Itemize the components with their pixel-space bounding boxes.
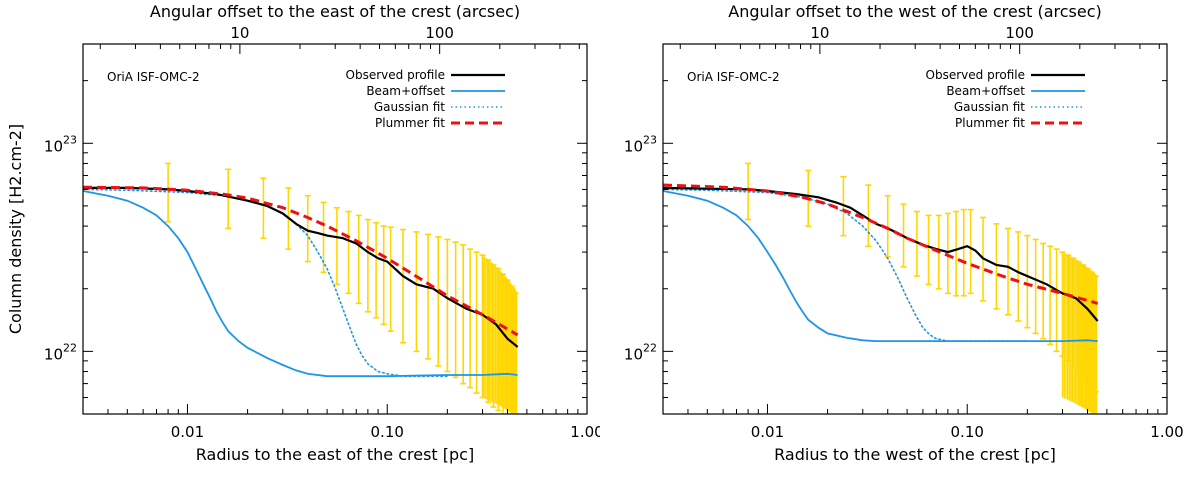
x-tick-label: 1.00 [570, 423, 600, 441]
series-beam-line [83, 190, 518, 378]
y-tick-exponent: 23 [643, 133, 657, 146]
legend-label: Beam+offset [366, 84, 445, 98]
top-tick-label: 100 [425, 24, 454, 42]
series-observed-line [663, 186, 1099, 322]
legend-label: Plummer fit [955, 116, 1025, 130]
x-axis-title: Radius to the west of the crest [pc] [774, 445, 1056, 464]
series-plummer-line [663, 183, 1099, 305]
x-tick-label: 0.10 [951, 423, 984, 441]
series-observed-line [83, 186, 519, 348]
y-tick-label: 1023 [624, 133, 657, 155]
x-tick-label: 0.01 [171, 423, 204, 441]
y-tick-label: 1022 [624, 341, 657, 363]
legend-label: Observed profile [926, 68, 1025, 82]
y-tick-base: 10 [44, 137, 63, 155]
series-gaussian-line [83, 188, 449, 377]
y-tick-label: 1022 [44, 341, 77, 363]
top-tick-label: 10 [810, 24, 829, 42]
y-tick-base: 10 [44, 345, 63, 363]
top-tick-label: 10 [230, 24, 249, 42]
error-bars [165, 162, 519, 414]
x-tick-label: 1.00 [1150, 423, 1183, 441]
y-axis-title: Column density [H2.cm-2] [6, 124, 25, 334]
y-tick-exponent: 22 [63, 341, 77, 354]
y-tick-base: 10 [624, 345, 643, 363]
x-axis-title: Radius to the east of the crest [pc] [196, 445, 474, 464]
panel-label: OriA ISF-OMC-2 [107, 70, 200, 84]
series-beam-line [663, 190, 1098, 342]
top-tick-label: 100 [1005, 24, 1034, 42]
panel-label: OriA ISF-OMC-2 [687, 70, 780, 84]
legend-label: Observed profile [346, 68, 445, 82]
y-tick-base: 10 [624, 137, 643, 155]
top-axis-title: Angular offset to the west of the crest … [728, 2, 1101, 21]
top-axis-title: Angular offset to the east of the crest … [150, 2, 520, 21]
y-tick-exponent: 23 [63, 133, 77, 146]
x-tick-label: 0.10 [371, 423, 404, 441]
legend-label: Gaussian fit [374, 100, 445, 114]
legend-label: Plummer fit [375, 116, 445, 130]
y-tick-label: 1023 [44, 133, 77, 155]
legend-label: Gaussian fit [954, 100, 1025, 114]
series-plummer-line [83, 185, 519, 337]
x-tick-label: 0.01 [751, 423, 784, 441]
legend-label: Beam+offset [946, 84, 1025, 98]
y-tick-exponent: 22 [643, 341, 657, 354]
